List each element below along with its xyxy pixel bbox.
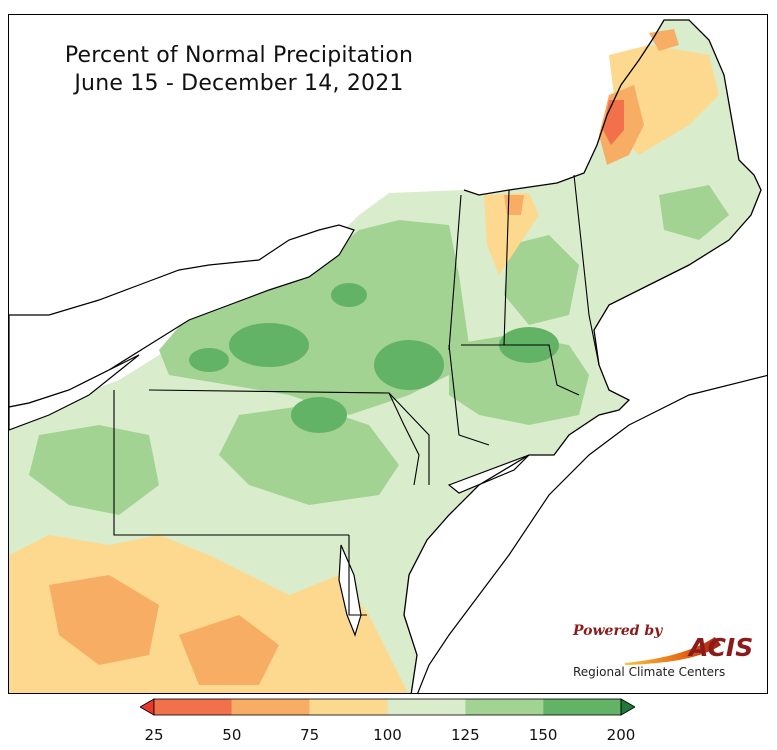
legend-tick-label: 75 <box>300 726 320 744</box>
legend-bin <box>154 699 232 715</box>
legend-bin-low <box>139 698 155 716</box>
legend-tick-label: 125 <box>451 726 480 744</box>
acis-logo: Powered by ACIS Regional Climate Centers <box>565 621 765 687</box>
map-title: Percent of Normal Precipitation <box>64 43 414 68</box>
map-frame: Percent of Normal Precipitation June 15 … <box>8 14 768 694</box>
logo-swoosh-icon <box>625 637 721 665</box>
legend-colorbar <box>139 698 636 716</box>
dry-areas <box>9 29 719 693</box>
legend-tick-label: 200 <box>606 726 636 744</box>
powered-by-text: Powered by <box>573 623 663 639</box>
legend-tick-label: 25 <box>144 726 164 744</box>
legend-tick-label: 150 <box>528 726 558 744</box>
legend-bin-high <box>620 698 636 716</box>
state-borders <box>113 174 600 616</box>
legend-outline <box>153 698 622 716</box>
legend-bin <box>387 699 466 715</box>
acis-name: ACIS <box>689 633 754 662</box>
coastline <box>403 19 762 693</box>
legend-bin <box>465 699 544 715</box>
legend-bin <box>231 699 310 715</box>
color-legend: 25 50 75 100 125 150 200 <box>139 696 636 746</box>
legend-tick-label: 100 <box>373 726 402 744</box>
water-bodies <box>9 224 767 693</box>
map-subtitle: June 15 - December 14, 2021 <box>74 71 404 96</box>
legend-bin <box>309 699 388 715</box>
legend-bin <box>543 699 621 715</box>
precipitation-map <box>9 19 767 693</box>
rcc-text: Regional Climate Centers <box>573 665 726 679</box>
legend-tick-label: 50 <box>222 726 242 744</box>
very-wet-areas <box>189 283 559 433</box>
